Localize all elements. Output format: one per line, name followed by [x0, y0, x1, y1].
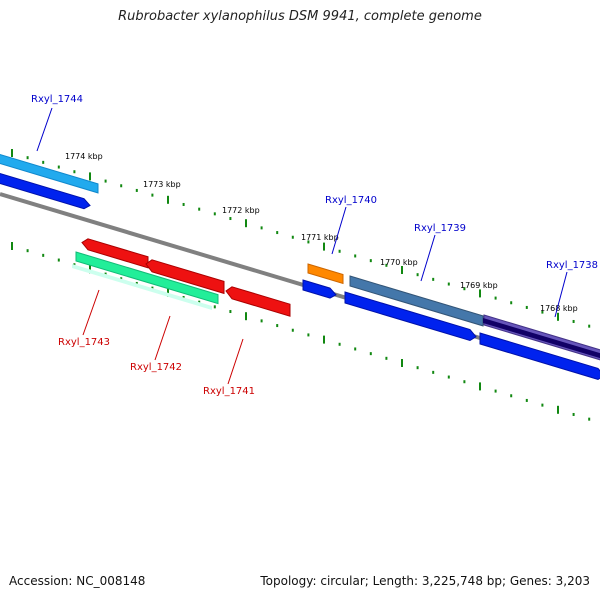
gene-rxyl-1740: [307, 263, 344, 285]
kbp-label: 1772 kbp: [222, 206, 260, 215]
callout-line: [554, 271, 568, 318]
genome-title: Rubrobacter xylanophilus DSM 9941, compl…: [118, 9, 482, 24]
callout-line: [82, 289, 100, 336]
kbp-label: 1770 kbp: [380, 258, 418, 267]
kbp-label: 1768 kbp: [540, 304, 578, 313]
gene-rxyl-1742: [145, 259, 225, 295]
genome-summary-text: Topology: circular; Length: 3,225,748 bp…: [260, 574, 590, 588]
gene-label[interactable]: Rxyl_1743: [58, 337, 110, 348]
callout-line: [227, 338, 244, 385]
tick-marks: [11, 149, 591, 421]
accession-text: Accession: NC_008148: [9, 574, 146, 588]
gene-rxyl-1739: [349, 275, 484, 327]
gene-rxyl-1744: [0, 153, 99, 194]
gene-label[interactable]: Rxyl_1744: [31, 94, 83, 105]
gene-label[interactable]: Rxyl_1742: [130, 362, 182, 373]
gene-callouts: Rxyl_1744 Rxyl_1740 Rxyl_1739 Rxyl_1738 Rxyl…: [31, 94, 598, 397]
gene-label[interactable]: Rxyl_1740: [325, 195, 377, 206]
cds-rxyl-1738: [479, 332, 600, 380]
gene-rxyl-1743-highlight: [72, 264, 212, 310]
callout-line: [36, 107, 53, 152]
cds-rxyl-1740: [302, 279, 337, 299]
gene-label[interactable]: Rxyl_1738: [546, 260, 598, 271]
cds-rxyl-1744: [0, 172, 91, 210]
kbp-label: 1774 kbp: [65, 152, 103, 161]
kbp-label: 1769 kbp: [460, 281, 498, 290]
cds-rxyl-1739: [344, 291, 477, 342]
cds-rxyl-1743: [81, 238, 149, 269]
kbp-label: 1771 kbp: [301, 233, 339, 242]
gene-rxyl-1743: [75, 251, 219, 305]
callout-line: [154, 315, 171, 361]
gene-label[interactable]: Rxyl_1739: [414, 223, 466, 234]
callout-line: [420, 234, 436, 282]
kbp-label: 1773 kbp: [143, 180, 181, 189]
gene-label[interactable]: Rxyl_1741: [203, 386, 255, 397]
gene-features: [0, 153, 600, 380]
callout-line: [331, 206, 347, 255]
gene-rxyl-1741: [225, 286, 291, 317]
gene-rxyl-1738-shadow: [483, 318, 600, 359]
kbp-labels: 1774 kbp 1773 kbp 1772 kbp 1771 kbp 1770 kbp…: [65, 152, 578, 313]
